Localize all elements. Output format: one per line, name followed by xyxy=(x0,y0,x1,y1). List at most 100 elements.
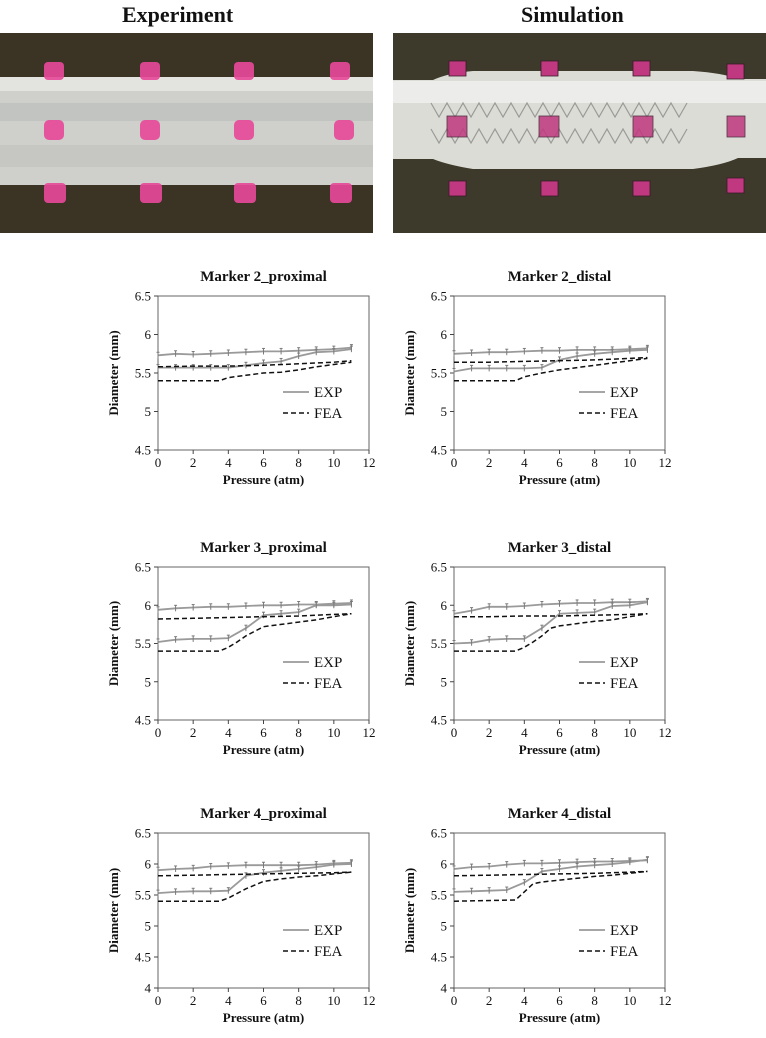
x-tick-label: 0 xyxy=(451,725,458,740)
y-axis-label: Diameter (mm) xyxy=(106,330,121,415)
exp-line xyxy=(453,600,648,615)
y-tick-label: 6.5 xyxy=(135,289,151,304)
x-tick-label: 6 xyxy=(556,993,563,1008)
x-axis-label: Pressure (atm) xyxy=(519,472,600,487)
legend-exp-label: EXP xyxy=(314,655,342,671)
y-tick-label: 5.5 xyxy=(135,366,151,381)
x-tick-label: 2 xyxy=(190,725,197,740)
y-axis-label: Diameter (mm) xyxy=(402,330,417,415)
chart-3: Marker 3_proximal 0 2 4 6 8 10 12 4.5 5 5.5 6 6.5 Pre… xyxy=(106,540,376,757)
y-tick-label: 6 xyxy=(441,857,448,872)
y-tick-label: 6.5 xyxy=(135,826,151,841)
x-tick-label: 10 xyxy=(327,725,340,740)
y-tick-label: 5.5 xyxy=(135,888,151,903)
x-tick-label: 12 xyxy=(363,725,376,740)
exp-line xyxy=(157,603,352,643)
chart-4: Marker 3_distal 0 2 4 6 8 10 12 4.5 5 5.5 6 6.5 Press… xyxy=(402,540,672,757)
chart-5: Marker 4_proximal 0 2 4 6 8 10 12 4 4.5 5 5.5 6 6.5 Pr… xyxy=(106,806,376,1025)
exp-line xyxy=(157,346,352,357)
y-axis-label: Diameter (mm) xyxy=(106,868,121,953)
exp-line xyxy=(453,347,648,355)
x-axis-label: Pressure (atm) xyxy=(223,472,304,487)
x-tick-label: 2 xyxy=(190,455,197,470)
x-tick-label: 10 xyxy=(327,993,340,1008)
simulation-header: Simulation xyxy=(521,2,624,27)
fea-line xyxy=(454,356,648,363)
legend-fea-label: FEA xyxy=(610,944,639,960)
y-tick-label: 5.5 xyxy=(431,366,447,381)
y-tick-label: 4.5 xyxy=(431,443,447,458)
fea-line xyxy=(453,870,648,877)
chart-title: Marker 2_distal xyxy=(508,269,611,285)
chart-title: Marker 4_distal xyxy=(508,806,611,822)
plot-frame xyxy=(157,566,370,721)
y-tick-label: 5.5 xyxy=(431,636,447,651)
x-tick-label: 8 xyxy=(295,993,302,1008)
y-tick-label: 6.5 xyxy=(135,560,151,575)
y-tick-label: 6 xyxy=(441,327,448,342)
fea-line xyxy=(454,612,648,652)
exp-line xyxy=(158,348,352,369)
fea-line xyxy=(158,612,352,652)
legend-fea-label: FEA xyxy=(610,676,639,692)
x-tick-label: 8 xyxy=(295,455,302,470)
x-axis-label: Pressure (atm) xyxy=(223,742,304,757)
exp-line xyxy=(453,858,648,893)
y-tick-label: 4 xyxy=(145,981,152,996)
plot-frame xyxy=(157,832,370,989)
x-tick-label: 2 xyxy=(190,993,197,1008)
x-tick-label: 0 xyxy=(155,455,162,470)
x-axis-label: Pressure (atm) xyxy=(223,1010,304,1025)
y-tick-label: 5 xyxy=(441,919,448,934)
fea-line xyxy=(158,871,352,902)
x-axis-label: Pressure (atm) xyxy=(519,742,600,757)
fea-line xyxy=(453,870,648,902)
y-tick-label: 6 xyxy=(441,598,448,613)
x-tick-label: 8 xyxy=(591,993,598,1008)
x-tick-label: 0 xyxy=(451,455,458,470)
x-tick-label: 4 xyxy=(521,993,528,1008)
experiment-photo xyxy=(0,33,373,233)
x-tick-label: 12 xyxy=(659,725,672,740)
x-tick-label: 10 xyxy=(623,993,636,1008)
legend-exp-label: EXP xyxy=(610,923,638,939)
fea-line xyxy=(454,357,648,382)
legend-exp-label: EXP xyxy=(610,385,638,401)
x-tick-label: 12 xyxy=(363,993,376,1008)
y-tick-label: 4.5 xyxy=(135,950,151,965)
fea-line xyxy=(157,359,352,368)
y-tick-label: 6 xyxy=(145,857,152,872)
chart-title: Marker 2_proximal xyxy=(200,269,327,285)
y-tick-label: 4.5 xyxy=(431,950,447,965)
legend-exp-label: EXP xyxy=(314,923,342,939)
x-tick-label: 6 xyxy=(260,455,267,470)
y-axis-label: Diameter (mm) xyxy=(106,601,121,686)
x-tick-label: 12 xyxy=(659,455,672,470)
y-tick-label: 4.5 xyxy=(431,713,447,728)
y-tick-label: 5 xyxy=(145,404,152,419)
y-tick-label: 4 xyxy=(441,981,448,996)
legend-fea-label: FEA xyxy=(314,944,343,960)
x-tick-label: 8 xyxy=(295,725,302,740)
x-tick-label: 12 xyxy=(659,993,672,1008)
simulation-render xyxy=(393,33,766,233)
plot-frame xyxy=(453,566,666,721)
exp-line xyxy=(453,349,648,373)
x-tick-label: 4 xyxy=(225,725,232,740)
legend-exp-label: EXP xyxy=(314,385,342,401)
chart-title: Marker 3_distal xyxy=(508,540,611,556)
chart-2: Marker 2_distal 0 2 4 6 8 10 12 4.5 5 5.5 6 6.5 Press… xyxy=(402,269,672,487)
y-tick-label: 5.5 xyxy=(431,888,447,903)
legend-fea-label: FEA xyxy=(314,406,343,422)
x-tick-label: 0 xyxy=(155,725,162,740)
y-tick-label: 4.5 xyxy=(135,713,151,728)
x-tick-label: 6 xyxy=(556,725,563,740)
legend-fea-label: FEA xyxy=(610,406,639,422)
y-tick-label: 5 xyxy=(145,674,152,689)
x-tick-label: 2 xyxy=(486,993,493,1008)
y-tick-label: 6 xyxy=(145,598,152,613)
y-tick-label: 5 xyxy=(441,674,448,689)
exp-line xyxy=(157,861,352,872)
chart-title: Marker 3_proximal xyxy=(200,540,327,556)
